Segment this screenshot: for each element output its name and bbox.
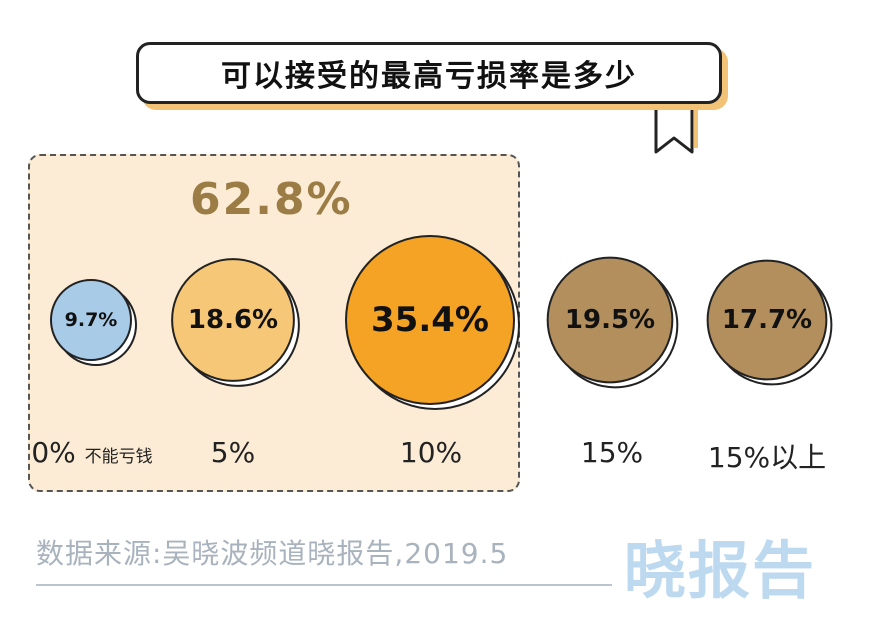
bubble-value-label-0: 9.7% [65, 309, 118, 331]
category-label-2: 10% [399, 436, 463, 469]
bubble-circle-1 [171, 258, 295, 382]
bubble-0: 9.7% [50, 279, 137, 366]
bubble-circle-3 [546, 256, 674, 384]
bubble-value-label-2: 35.4% [371, 300, 489, 340]
bubble-4: 17.7% [706, 259, 833, 386]
bubble-circle-0 [50, 279, 132, 361]
bubble-value-label-3: 19.5% [565, 305, 655, 335]
category-label-4: 15%以上 [707, 441, 827, 474]
source-divider [36, 584, 612, 586]
category-label-1: 5% [210, 436, 256, 469]
bubble-value-label-4: 17.7% [722, 305, 812, 335]
category-label-3: 15% [580, 436, 644, 469]
brand-logo-text: 晓报告 [624, 534, 817, 607]
data-source-note: 数据来源:吴晓波频道晓报告,2019.5 [36, 537, 509, 570]
bubble-circle-2 [345, 235, 515, 405]
chart-title: 可以接受的最高亏损率是多少 [136, 42, 722, 104]
bubble-1: 18.6% [171, 258, 300, 387]
category-label-0: 0% 不能亏钱 [31, 436, 153, 469]
bubble-circle-4 [706, 259, 828, 381]
bubble-2: 35.4% [345, 235, 520, 410]
bookmark-ribbon-icon [654, 96, 698, 154]
highlight-total-label: 62.8% [190, 174, 353, 225]
bubble-value-label-1: 18.6% [188, 305, 278, 335]
bubble-3: 19.5% [546, 256, 679, 389]
